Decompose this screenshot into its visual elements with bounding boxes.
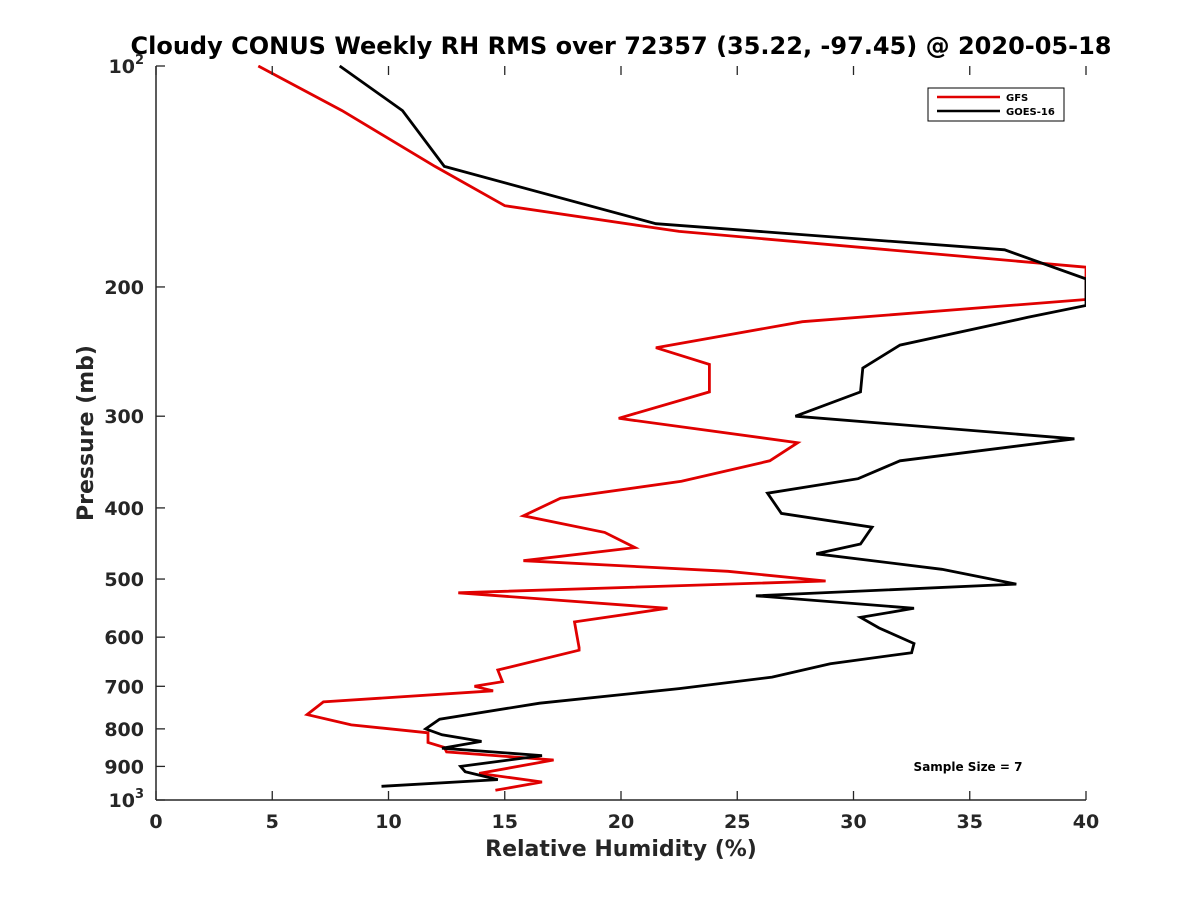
sample-size-annotation: Sample Size = 7 — [914, 760, 1023, 774]
x-ticks: 0 5 10 15 20 25 30 35 40 — [149, 66, 1099, 833]
y-tick-label: 900 — [104, 756, 144, 778]
x-tick-label: 35 — [957, 811, 983, 833]
y-tick-label: 800 — [104, 719, 144, 741]
x-tick-label: 15 — [492, 811, 518, 833]
x-tick-label: 25 — [724, 811, 750, 833]
y-tick-label: 200 — [104, 277, 144, 299]
y-tick-label: 103 — [109, 787, 145, 812]
y-axis-label: Pressure (mb) — [74, 345, 99, 521]
x-tick-label: 30 — [840, 811, 866, 833]
series-line-goes-16 — [338, 65, 1086, 788]
y-tick-label: 102 — [109, 53, 145, 78]
series-layer — [257, 65, 1086, 792]
chart-title: Cloudy CONUS Weekly RH RMS over 72357 (3… — [131, 32, 1112, 60]
legend-items: GFS GOES-16 — [937, 93, 1055, 118]
x-tick-label: 10 — [375, 811, 401, 833]
y-tick-label: 700 — [104, 676, 144, 698]
y-ticks: 102 200 300 400 500 600 700 800 900 103 — [104, 53, 165, 812]
x-axis-label: Relative Humidity (%) — [485, 837, 757, 862]
legend-label-gfs: GFS — [1006, 93, 1028, 104]
y-tick-label: 400 — [104, 498, 144, 520]
y-tick-label: 600 — [104, 627, 144, 649]
x-tick-label: 20 — [608, 811, 634, 833]
x-tick-label: 40 — [1073, 811, 1099, 833]
plot-area: 0 5 10 15 20 25 30 35 40 102 200 300 400 500 600 700 80… — [104, 53, 1099, 833]
legend-label-goes-16: GOES-16 — [1006, 107, 1055, 118]
x-tick-label: 0 — [149, 811, 162, 833]
legend: GFS GOES-16 — [927, 87, 1065, 122]
series-line-gfs — [257, 65, 1086, 792]
y-tick-label: 500 — [104, 569, 144, 591]
legend-box — [927, 87, 1065, 122]
y-tick-label: 300 — [104, 406, 144, 428]
plot-background — [156, 66, 1086, 800]
x-tick-label: 5 — [266, 811, 279, 833]
